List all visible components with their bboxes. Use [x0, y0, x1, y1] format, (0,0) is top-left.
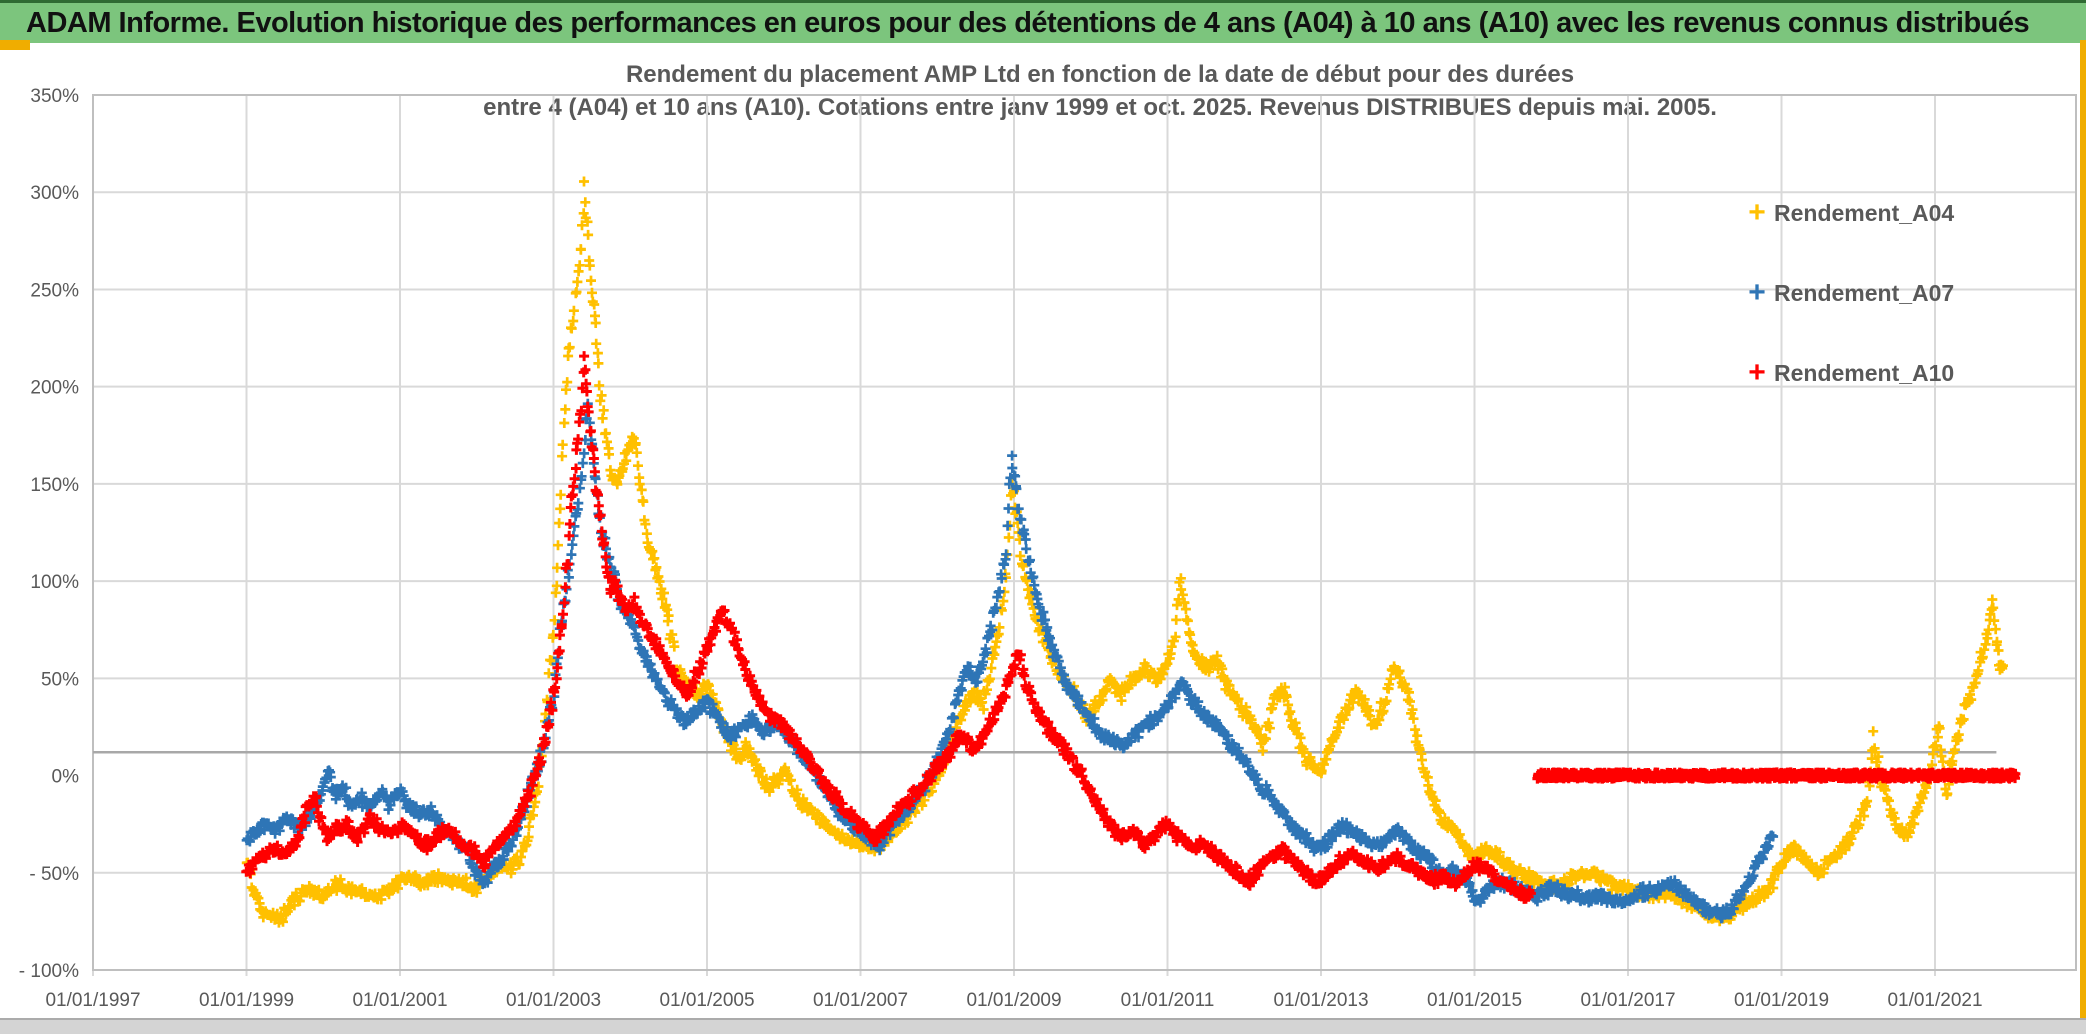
y-tick-label: 150% — [30, 475, 79, 496]
x-tick-label: 01/01/2011 — [1121, 990, 1215, 1011]
legend-item-rendement_a07[interactable]: + Rendement_A07 — [1740, 276, 2070, 310]
header-title: ADAM Informe. Evolution historique des p… — [26, 6, 2030, 39]
y-tick-label: 250% — [30, 280, 79, 301]
legend-plus-marker-icon: + — [1748, 196, 1766, 229]
x-tick-label: 01/01/2015 — [1427, 990, 1522, 1011]
x-tick-label: 01/01/2021 — [1887, 990, 1982, 1011]
x-tick-label: 01/01/2017 — [1580, 990, 1675, 1011]
y-tick-label: 300% — [30, 183, 79, 204]
x-tick-label: 01/01/2019 — [1734, 990, 1829, 1011]
series-layer — [241, 176, 2021, 928]
accent-left-notch — [0, 40, 30, 50]
legend-label: Rendement_A10 — [1774, 359, 1955, 386]
legend-label: Rendement_A07 — [1774, 279, 1955, 306]
header-bar: ADAM Informe. Evolution historique des p… — [0, 0, 2086, 43]
y-tick-label: 50% — [41, 669, 79, 690]
x-tick-label: 01/01/2005 — [659, 990, 754, 1011]
accent-right-strip — [2080, 40, 2086, 1018]
legend-plus-marker-icon: + — [1748, 276, 1766, 309]
y-tick-label: - 50% — [29, 864, 79, 885]
x-tick-label: 01/01/1999 — [199, 990, 294, 1011]
x-tick-label: 01/01/2001 — [352, 990, 447, 1011]
legend-plus-marker-icon: + — [1748, 356, 1766, 389]
chart-legend: + Rendement_A04 + Rendement_A07 + Rendement_A… — [1740, 196, 2070, 436]
legend-item-rendement_a04[interactable]: + Rendement_A04 — [1740, 196, 2070, 230]
bottom-window-strip — [0, 1018, 2086, 1034]
plot-border — [92, 94, 2077, 971]
legend-label: Rendement_A04 — [1774, 199, 1955, 226]
chart-title-line2: entre 4 (A04) et 10 ans (A10). Cotations… — [483, 94, 1717, 121]
x-tick-label: 01/01/2009 — [966, 990, 1061, 1011]
chart-title: Rendement du placement AMP Ltd en foncti… — [300, 58, 1900, 124]
series-rendement_a10-markers — [241, 351, 1536, 904]
x-tick-label: 01/01/2013 — [1273, 990, 1368, 1011]
y-tick-label: 350% — [30, 86, 79, 107]
y-tick-label: 100% — [30, 572, 79, 593]
y-tick-label: 0% — [52, 767, 80, 788]
chart-title-line1: Rendement du placement AMP Ltd en foncti… — [625, 61, 1575, 88]
x-tick-label: 01/01/2003 — [506, 990, 601, 1011]
y-tick-label: - 100% — [19, 961, 79, 982]
legend-item-rendement_a10[interactable]: + Rendement_A10 — [1740, 356, 2070, 390]
x-tick-label: 01/01/1997 — [45, 990, 140, 1011]
y-tick-label: 200% — [30, 378, 79, 399]
series-rendement_a10-flat-zero — [1532, 767, 2021, 784]
x-tick-label: 01/01/2007 — [813, 990, 908, 1011]
axis-labels: 350% 300% 250% 200% 150% 100% 50% 0% - 50% - 100%… — [19, 86, 1983, 1011]
